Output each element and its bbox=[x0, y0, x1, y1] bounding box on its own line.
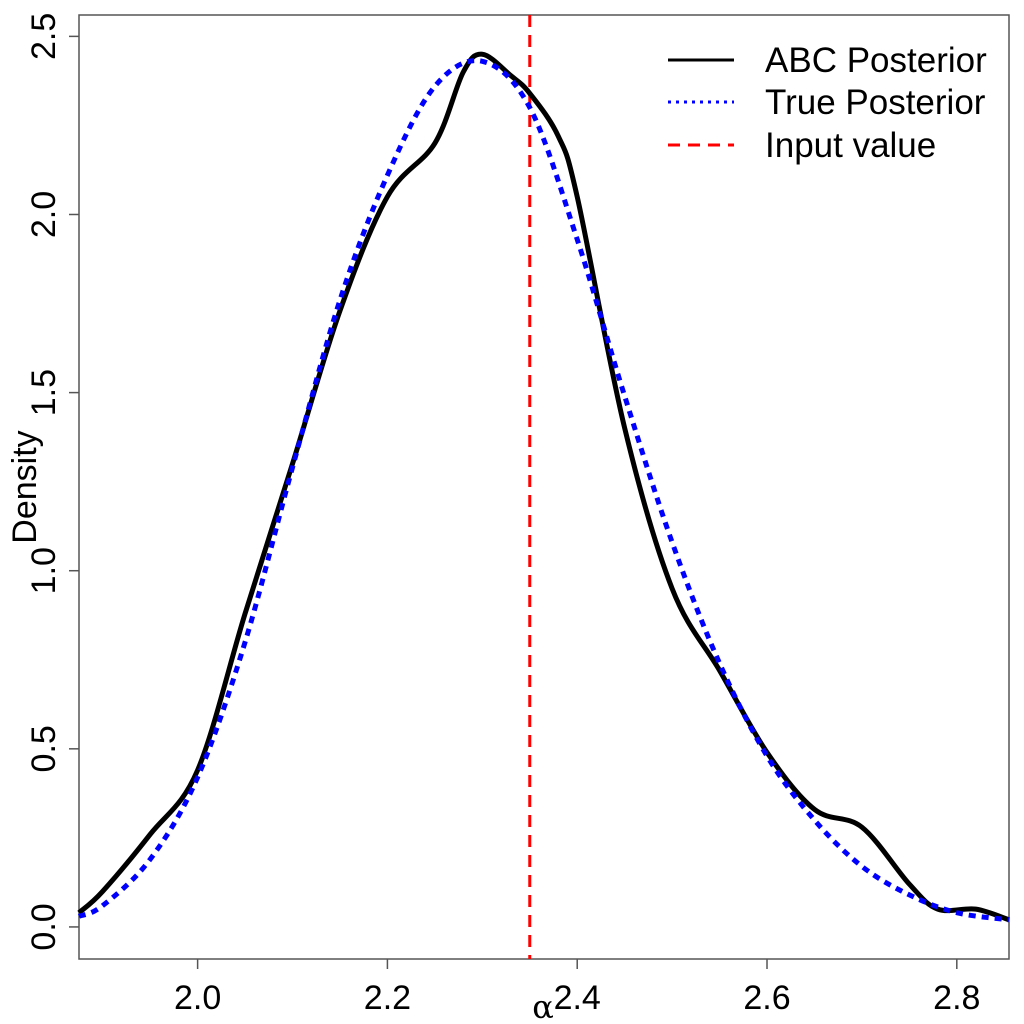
x-tick-label: 2.4 bbox=[554, 979, 601, 1017]
abc-posterior-line bbox=[77, 51, 1010, 923]
x-tick-label: 2.6 bbox=[743, 979, 790, 1017]
plot-frame bbox=[78, 14, 1010, 960]
legend-label-abc-posterior: ABC Posterior bbox=[765, 41, 987, 80]
y-tick-label: 1.0 bbox=[25, 547, 63, 594]
y-tick-label: 1.5 bbox=[25, 369, 63, 416]
legend: ABC Posterior True Posterior Input value bbox=[668, 41, 987, 165]
legend-label-true-posterior: True Posterior bbox=[765, 83, 986, 122]
x-axis-title: α bbox=[532, 988, 554, 1024]
true-posterior-line bbox=[77, 58, 1010, 923]
axes: 2.0 2.2 2.4 2.6 2.8 0.0 0.5 1.0 1.5 2.0 2.5 bbox=[25, 13, 980, 1017]
legend-label-input-value: Input value bbox=[765, 126, 936, 165]
x-tick-label: 2.0 bbox=[174, 979, 221, 1017]
y-tick-label: 2.0 bbox=[25, 191, 63, 238]
x-tick-label: 2.2 bbox=[364, 979, 411, 1017]
y-axis-title: Density bbox=[6, 430, 44, 543]
y-tick-label: 2.5 bbox=[25, 13, 63, 60]
series-lines bbox=[77, 15, 1010, 959]
x-tick-label: 2.8 bbox=[933, 979, 980, 1017]
y-tick-label: 0.5 bbox=[25, 725, 63, 772]
y-tick-label: 0.0 bbox=[25, 903, 63, 950]
